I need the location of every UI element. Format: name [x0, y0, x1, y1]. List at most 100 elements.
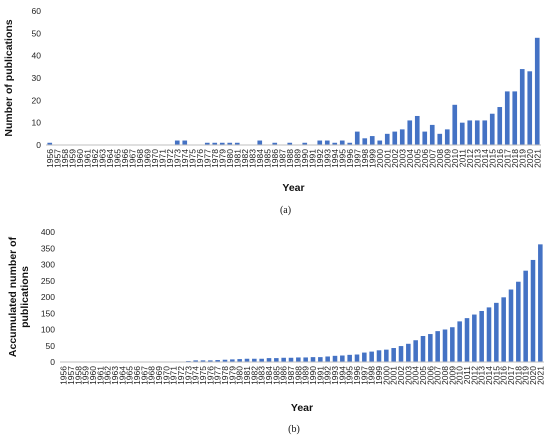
x-tick-label: 1988: [293, 366, 303, 385]
bar: [523, 270, 528, 362]
x-tick-label: 1964: [117, 366, 127, 385]
x-tick-label: 1997: [359, 366, 369, 385]
bar: [450, 327, 455, 362]
x-axis-title: Year: [291, 402, 313, 414]
x-tick-label: 1994: [330, 149, 340, 168]
bar: [472, 314, 477, 362]
x-tick-label: 1990: [300, 149, 310, 168]
x-tick-label: 1989: [292, 149, 302, 168]
x-tick-label: 2010: [455, 366, 465, 385]
y-tick-label: 20: [32, 95, 42, 105]
y-tick-label: 0: [50, 357, 55, 367]
bar: [494, 302, 499, 362]
bar: [384, 349, 389, 362]
x-tick-label: 2015: [487, 149, 497, 168]
x-tick-label: 1969: [154, 366, 164, 385]
x-tick-label: 1966: [132, 366, 142, 385]
x-tick-label: 1985: [262, 149, 272, 168]
x-tick-label: 1962: [90, 149, 100, 168]
x-tick-label: 2011: [457, 149, 467, 168]
panel-label: (a): [280, 205, 291, 216]
bar: [452, 104, 458, 145]
bar: [399, 129, 405, 145]
x-tick-label: 1956: [59, 366, 69, 385]
bar: [384, 133, 390, 145]
bar: [281, 357, 286, 362]
y-axis-title: Number of publications: [3, 19, 15, 136]
x-tick-label: 2000: [381, 366, 391, 385]
y-tick-label: 40: [32, 51, 42, 61]
x-tick-label: 1987: [277, 149, 287, 168]
bar: [474, 120, 480, 145]
panel-label: (b): [288, 424, 300, 435]
bar: [459, 122, 465, 145]
bar: [182, 140, 188, 145]
x-tick-label: 1994: [337, 366, 347, 385]
x-tick-label: 1979: [217, 149, 227, 168]
y-tick-label: 50: [32, 28, 42, 38]
x-tick-label: 2004: [405, 149, 415, 168]
y-tick-label: 0: [36, 140, 41, 150]
x-tick-label: 1957: [52, 149, 62, 168]
x-tick-label: 1993: [330, 366, 340, 385]
bar: [516, 281, 521, 362]
bar: [369, 351, 374, 362]
x-axis-title: Year: [282, 182, 304, 194]
bar: [204, 142, 210, 145]
bar: [257, 140, 263, 145]
x-tick-label: 1959: [81, 366, 91, 385]
bar: [318, 357, 323, 363]
bar: [317, 140, 323, 145]
x-tick-label: 1984: [255, 149, 265, 168]
x-tick-label: 1973: [183, 366, 193, 385]
x-tick-label: 2014: [484, 366, 494, 385]
x-tick-label: 1957: [66, 366, 76, 385]
bar: [519, 69, 525, 145]
x-tick-label: 2016: [499, 366, 509, 385]
x-tick-label: 1991: [307, 149, 317, 168]
y-tick-label: 200: [41, 292, 55, 302]
x-tick-label: 1958: [60, 149, 70, 168]
bar: [212, 142, 218, 145]
bar: [332, 142, 338, 145]
x-tick-label: 2021: [535, 366, 545, 385]
x-tick-label: 1961: [82, 149, 92, 168]
x-tick-label: 2009: [442, 149, 452, 168]
x-tick-label: 1995: [345, 366, 355, 385]
x-tick-label: 1997: [352, 149, 362, 168]
y-axis-title: Accumulated number ofpublications: [7, 236, 31, 357]
x-tick-label: 2020: [525, 149, 535, 168]
x-tick-label: 1970: [161, 366, 171, 385]
y-tick-label: 60: [32, 6, 42, 16]
bar: [530, 259, 536, 362]
bar: [398, 346, 404, 362]
x-tick-label: 1990: [308, 366, 318, 385]
x-tick-label: 1974: [191, 366, 201, 385]
bar: [479, 310, 484, 362]
bar: [482, 120, 488, 145]
x-tick-label: 2015: [491, 366, 501, 385]
bar: [377, 140, 383, 145]
y-tick-label: 100: [41, 325, 55, 335]
bar: [442, 329, 448, 362]
x-tick-label: 2012: [465, 149, 475, 168]
x-tick-label: 2002: [390, 149, 400, 168]
x-tick-label: 1992: [323, 366, 333, 385]
x-tick-label: 1962: [103, 366, 113, 385]
chart-panel-1: 0102030405060195619571958195919601961196…: [3, 6, 542, 216]
bar: [428, 334, 433, 362]
x-tick-label: 1975: [187, 149, 197, 168]
y-axis-title-line: Accumulated number of: [7, 236, 19, 357]
x-tick-label: 2003: [403, 366, 413, 385]
bar: [464, 318, 470, 363]
x-tick-label: 1981: [242, 366, 252, 385]
x-tick-label: 2016: [495, 149, 505, 168]
x-tick-label: 2013: [477, 366, 487, 385]
x-tick-label: 1982: [240, 149, 250, 168]
x-tick-label: 1979: [227, 366, 237, 385]
y-tick-label: 10: [32, 118, 42, 128]
x-tick-label: 1958: [73, 366, 83, 385]
x-tick-label: 2021: [532, 149, 542, 168]
bar: [467, 120, 473, 145]
